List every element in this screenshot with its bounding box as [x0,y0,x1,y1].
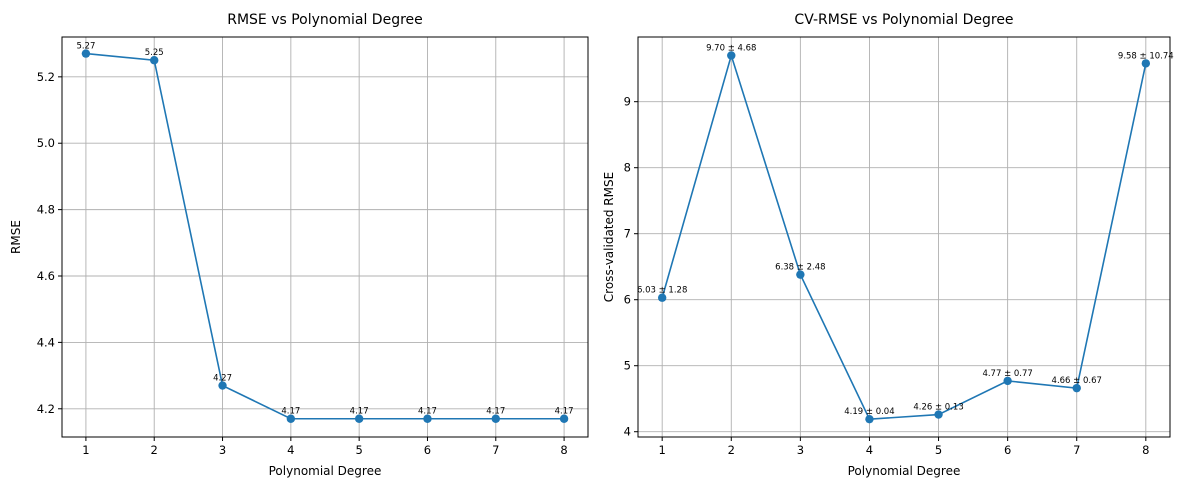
x-tick-label: 4 [866,443,873,457]
data-label: 5.25 [145,48,164,58]
x-tick-label: 5 [355,443,362,457]
x-axis-label: Polynomial Degree [848,464,961,478]
x-tick-label: 5 [935,443,942,457]
y-axis-label: Cross-validated RMSE [602,172,616,302]
data-label: 4.17 [418,407,437,417]
y-tick-label: 4.6 [37,269,55,283]
plot-frame [637,36,1171,438]
series-line [85,52,565,420]
y-tick-label: 5.0 [37,136,55,150]
data-point [423,414,432,423]
data-label: 6.03 ± 1.28 [637,286,687,296]
y-tick-label: 9 [624,95,631,109]
data-point [218,381,227,390]
data-point [491,414,500,423]
data-point [1141,59,1151,68]
data-label: 4.17 [555,407,574,417]
chart-title: RMSE vs Polynomial Degree [227,12,423,28]
chart-cv-rmse: 1 2 3 4 5 6 7 8 4 5 6 7 8 9 6.03 ± 1.28 9.70 ± 4.68 6.38… [602,12,1174,478]
y-tick-label: 8 [624,161,631,175]
y-tick-label: 5.2 [37,70,55,84]
chart-rmse: 1 2 3 4 5 6 7 8 4.2 4.4 4.6 4.8 5.0 5.2 5.27 5.25 4.27 4.… [9,12,589,478]
data-label: 4.27 [213,374,232,384]
data-label: 4.17 [350,407,369,417]
data-point [796,270,805,279]
x-tick-label: 4 [287,443,294,457]
data-label: 4.77 ± 0.77 [982,369,1032,379]
data-point [286,414,296,423]
x-tick-label: 6 [424,443,431,457]
data-point [559,414,569,423]
data-label: 6.38 ± 2.48 [775,263,825,273]
x-tick-label: 3 [797,443,804,457]
y-tick-label: 4 [624,425,631,439]
data-label: 4.26 ± 0.13 [913,403,963,413]
data-label: 4.17 [281,407,300,417]
data-point [1003,376,1012,386]
y-tick-label: 4.2 [37,402,55,416]
y-tick-label: 7 [624,227,631,241]
chart-title: CV-RMSE vs Polynomial Degree [794,12,1013,28]
data-label: 4.66 ± 0.67 [1052,376,1102,386]
data-point [657,293,667,302]
x-tick-label: 1 [82,443,89,457]
x-tick-label: 8 [1142,443,1149,457]
x-tick-label: 2 [151,443,158,457]
y-axis-label: RMSE [9,220,23,254]
y-tick-label: 4.4 [37,335,55,349]
y-tick-label: 4.8 [37,203,55,217]
x-axis-label: Polynomial Degree [269,464,382,478]
data-point [934,410,943,419]
x-tick-label: 2 [728,443,735,457]
data-point [354,414,364,423]
data-label: 9.70 ± 4.68 [706,43,756,53]
y-tick-label: 5 [624,359,631,373]
x-tick-label: 8 [560,443,567,457]
x-tick-label: 7 [1073,443,1080,457]
data-label: 4.17 [486,407,505,417]
data-point [727,51,736,60]
data-point [1072,383,1081,393]
data-point [865,414,874,424]
x-tick-label: 3 [219,443,226,457]
data-label: 5.27 [76,42,95,52]
data-point [81,49,91,58]
series-line [661,52,1147,421]
data-label: 9.58 ± 10.74 [1118,51,1174,61]
y-tick-label: 6 [624,293,631,307]
data-label: 4.19 ± 0.04 [844,407,894,417]
x-tick-label: 1 [659,443,666,457]
plot-frame [61,36,589,438]
x-tick-label: 6 [1004,443,1011,457]
x-tick-label: 7 [492,443,499,457]
data-point [150,56,159,65]
